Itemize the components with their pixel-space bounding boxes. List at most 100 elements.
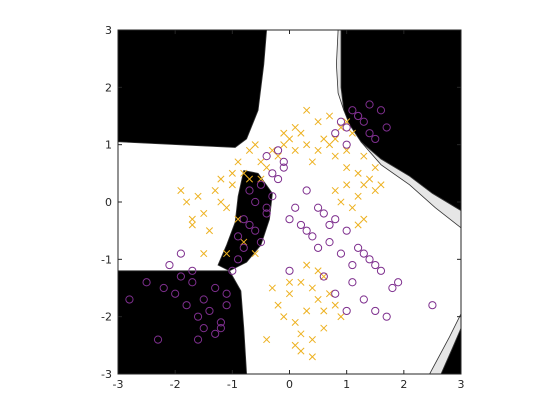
x-axis-ticks: -3 -2 -1 0 1 2 3 (113, 30, 465, 391)
data-point-circle (239, 243, 248, 252)
data-point-circle (273, 146, 283, 155)
data-point-cross (348, 129, 356, 137)
data-point-cross (303, 261, 311, 269)
data-point-cross (371, 164, 379, 172)
data-point-circle (302, 226, 311, 235)
data-point-circle (256, 238, 266, 247)
data-point-circle (336, 249, 346, 258)
data-point-cross (200, 209, 208, 218)
data-point-cross (280, 129, 288, 137)
data-point-circle (365, 255, 374, 264)
data-point-circle (285, 266, 294, 275)
data-point-circle (182, 301, 191, 310)
data-point-circle (376, 266, 386, 275)
data-point-cross (223, 204, 231, 212)
data-point-cross (177, 186, 185, 195)
data-point-circle (222, 301, 231, 310)
data-point-circle (342, 226, 351, 235)
black-region-center (217, 170, 273, 272)
data-point-circle (348, 260, 357, 270)
data-point-cross (245, 146, 254, 154)
data-point-cross (234, 158, 242, 166)
y-tick-label: 2 (105, 81, 112, 94)
data-point-circle (171, 289, 180, 298)
data-point-cross (291, 318, 299, 326)
y-tick-label: -3 (101, 368, 112, 381)
data-point-circle (222, 289, 231, 298)
data-point-circle (211, 283, 220, 293)
data-point-cross (211, 186, 219, 195)
data-point-cross (257, 158, 265, 166)
data-point-circle (211, 329, 220, 338)
data-point-cross (331, 152, 339, 160)
data-point-cross (285, 135, 294, 143)
data-point-circle (336, 117, 346, 126)
data-point-cross (263, 164, 271, 172)
data-point-cross (348, 204, 356, 212)
data-point-circle (216, 318, 225, 327)
data-point-cross (274, 301, 282, 309)
data-point-cross (320, 272, 328, 281)
data-point-cross (343, 118, 351, 126)
data-point-circle (319, 209, 328, 218)
data-point-cross (251, 250, 259, 258)
data-point-circle (342, 123, 351, 132)
x-tick-label: -1 (227, 378, 238, 391)
data-point-cross (268, 284, 276, 292)
data-point-circle (273, 174, 283, 184)
data-point-circle (382, 312, 391, 321)
data-point-cross (274, 152, 282, 160)
data-point-cross (303, 141, 311, 149)
data-point-circle (285, 215, 294, 224)
data-point-cross (308, 284, 316, 292)
data-point-cross (280, 313, 288, 321)
data-point-cross (291, 146, 299, 154)
data-series (125, 100, 437, 361)
data-point-circle (245, 220, 254, 230)
data-point-circle (228, 266, 237, 275)
data-point-cross (365, 175, 374, 183)
data-point-cross (325, 141, 334, 149)
data-point-cross (297, 129, 305, 137)
data-point-circle (428, 301, 437, 310)
data-point-circle (153, 335, 163, 344)
data-point-cross (234, 215, 242, 223)
data-point-cross (343, 146, 351, 154)
data-point-circle (394, 278, 403, 287)
data-point-circle (325, 238, 334, 247)
data-point-circle (279, 163, 288, 172)
data-point-cross (325, 290, 334, 298)
x-tick-label: 3 (458, 378, 465, 391)
data-point-circle (331, 215, 340, 224)
data-point-cross (297, 278, 305, 286)
data-point-cross (297, 347, 305, 355)
data-point-cross (194, 192, 202, 200)
data-point-cross (320, 135, 328, 143)
data-point-circle (176, 249, 185, 258)
data-point-cross (314, 295, 322, 304)
data-point-circle (159, 283, 168, 293)
data-point-circle (245, 186, 254, 195)
data-point-cross (308, 158, 316, 166)
data-point-cross (325, 112, 334, 120)
data-point-cross (217, 175, 225, 183)
data-point-cross (308, 336, 316, 344)
data-point-cross (308, 353, 316, 361)
data-point-circle (388, 283, 397, 293)
data-point-circle (193, 312, 203, 321)
data-point-circle (331, 129, 340, 138)
data-point-cross (297, 330, 305, 338)
data-point-circle (348, 278, 357, 287)
data-point-cross (217, 198, 225, 206)
data-point-circle (193, 335, 203, 344)
data-point-circle (188, 266, 197, 275)
x-tick-label: -3 (113, 378, 124, 391)
data-point-cross (354, 221, 362, 229)
data-point-circle (348, 106, 357, 115)
data-point-cross (303, 106, 311, 114)
data-point-cross (228, 169, 236, 177)
x-tick-label: 1 (343, 378, 350, 391)
data-point-cross (240, 169, 248, 177)
black-region-bottom-left (117, 270, 248, 375)
data-point-circle (251, 226, 260, 235)
